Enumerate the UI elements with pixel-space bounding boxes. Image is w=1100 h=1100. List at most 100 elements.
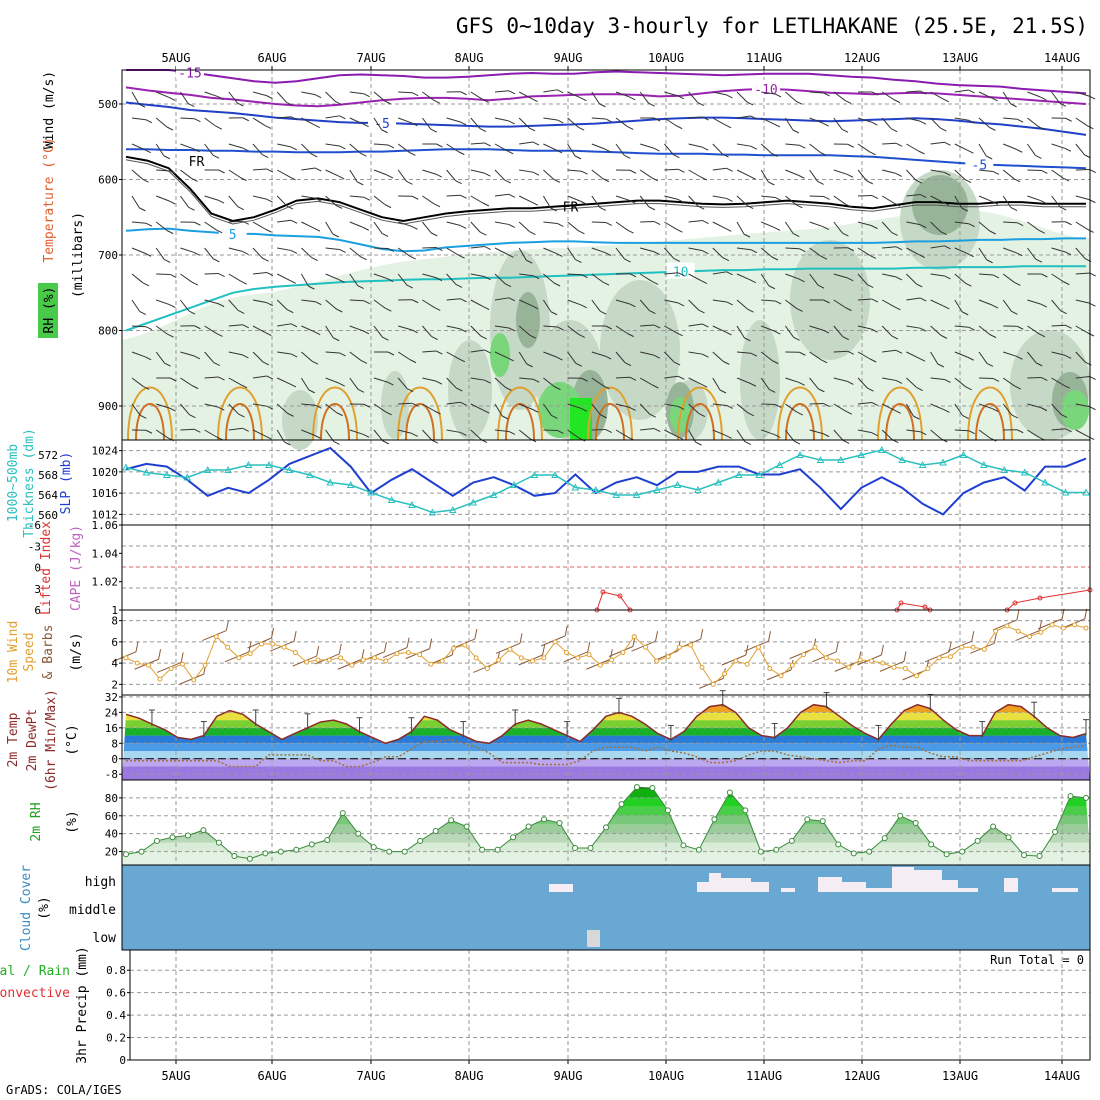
lifted-index-tick-label: 3	[34, 583, 41, 596]
rh-point	[912, 819, 919, 826]
wind-barb-flag	[333, 441, 340, 445]
wind-barb	[1003, 117, 1018, 120]
wind-barb	[518, 325, 531, 336]
wind-barb-flag	[507, 253, 514, 258]
wind-barb	[277, 323, 292, 327]
wind-speed-point	[857, 657, 863, 663]
wind-barb-flag	[459, 224, 467, 229]
wind-barb-flag	[140, 414, 147, 419]
cape-tick-label: 1.06	[92, 519, 119, 532]
wind-barb	[301, 221, 315, 229]
wind-barb-flag	[357, 388, 365, 393]
surface-wind-barb-flag	[519, 633, 523, 644]
wind-barb	[954, 325, 969, 328]
wind-barb	[615, 325, 629, 335]
wind-barb-flag	[673, 154, 680, 159]
wind-barb	[809, 91, 824, 94]
wind-barb	[1075, 91, 1090, 97]
wind-barb-flag	[628, 96, 636, 101]
rh-line	[123, 784, 1089, 862]
wind-barb	[228, 377, 242, 386]
wind-barb-flag	[242, 427, 249, 432]
date-label: 6AUG	[258, 1069, 287, 1083]
wind-barb-flag	[823, 299, 830, 304]
temperature-contour-label: 5	[229, 228, 237, 243]
wind-barb-flag	[726, 197, 733, 202]
date-label: 13AUG	[942, 51, 978, 65]
wind-barb-flag	[768, 285, 776, 290]
wind-barb	[422, 377, 437, 382]
wind-barb	[567, 351, 577, 364]
wind-barb-flag	[771, 152, 778, 157]
wind-barb-flag	[385, 307, 392, 312]
rh-point	[990, 823, 997, 830]
wind-speed-point	[767, 665, 773, 671]
wind-barb-flag	[315, 404, 322, 409]
wind-barb	[760, 143, 772, 154]
wind-barb	[179, 195, 190, 208]
wind-speed-point	[835, 658, 841, 664]
wind-barb	[906, 297, 921, 301]
wind-speed-point	[722, 671, 728, 677]
wind-barb	[446, 298, 461, 301]
wind-barb-flag	[504, 179, 511, 184]
rh-shade-green	[490, 333, 510, 377]
wind-barb-flag	[799, 351, 806, 356]
wind-speed-point	[202, 662, 208, 668]
wind-barb	[978, 143, 987, 157]
wind-barb-flag	[360, 256, 367, 261]
wind-barb-flag	[531, 408, 539, 413]
wind-barb	[252, 117, 266, 126]
wind-barb	[736, 299, 748, 310]
contour-label-bg	[666, 262, 695, 279]
wind-barb-flag	[145, 222, 153, 227]
wind-barb	[422, 325, 432, 337]
wind-barb	[543, 273, 555, 284]
wind-barb-flag	[749, 279, 757, 284]
wind-barb-flag	[314, 94, 322, 99]
thickness-point	[877, 445, 886, 453]
wind-barb	[470, 325, 482, 337]
rh-axis: 20 40 60 80	[105, 792, 122, 859]
surface-wind-barb-flag	[1084, 608, 1088, 619]
wind-barb-flag	[194, 118, 201, 123]
wind-barb-flag	[749, 382, 757, 387]
wind-barb	[664, 221, 677, 230]
date-label: 7AUG	[357, 1069, 386, 1083]
wind-barb	[978, 403, 993, 410]
surface-wind-barb-flag	[880, 644, 884, 656]
thickness-point	[1061, 488, 1070, 496]
surface-wind-barb-flag	[1061, 608, 1065, 619]
temperature-tick-label: 32	[105, 691, 118, 704]
wind-barb-flag	[237, 102, 244, 107]
wind-barb	[615, 221, 628, 231]
wind-barb-flag	[313, 124, 320, 129]
surface-wind-barb-flag	[316, 645, 320, 657]
wind-barb-flag	[991, 97, 998, 102]
rh-point	[618, 801, 625, 808]
wind-barb-flag	[532, 378, 540, 383]
wind-barb	[1002, 299, 1012, 312]
wind-barb-flag	[460, 431, 467, 436]
wind-barb-flag	[992, 171, 1000, 175]
wind-barb	[833, 117, 843, 130]
wind-barb	[494, 377, 506, 388]
wind-barb-flag	[240, 177, 247, 182]
thickness-point	[469, 498, 478, 506]
wind-barb	[688, 195, 699, 207]
cape-tick-label: 1.04	[92, 547, 119, 560]
wind-barb-flag	[262, 257, 269, 262]
wind-barb-flag	[992, 408, 999, 413]
cape-axes: -6 -3 0 3 6 1 1.02 1.04 1.06	[28, 519, 122, 617]
wind-barb-flag	[965, 386, 972, 391]
wind-barb-flag	[191, 385, 199, 390]
wind-speed-point	[778, 673, 784, 679]
rh-point	[556, 819, 563, 826]
wind-barb-flag	[339, 352, 346, 357]
rh-point	[448, 817, 455, 824]
wind-barb-flag	[194, 325, 201, 330]
wind-barb	[131, 117, 146, 121]
wind-barb	[470, 91, 483, 100]
wind-barb	[615, 429, 629, 438]
wind-barb	[857, 325, 872, 330]
